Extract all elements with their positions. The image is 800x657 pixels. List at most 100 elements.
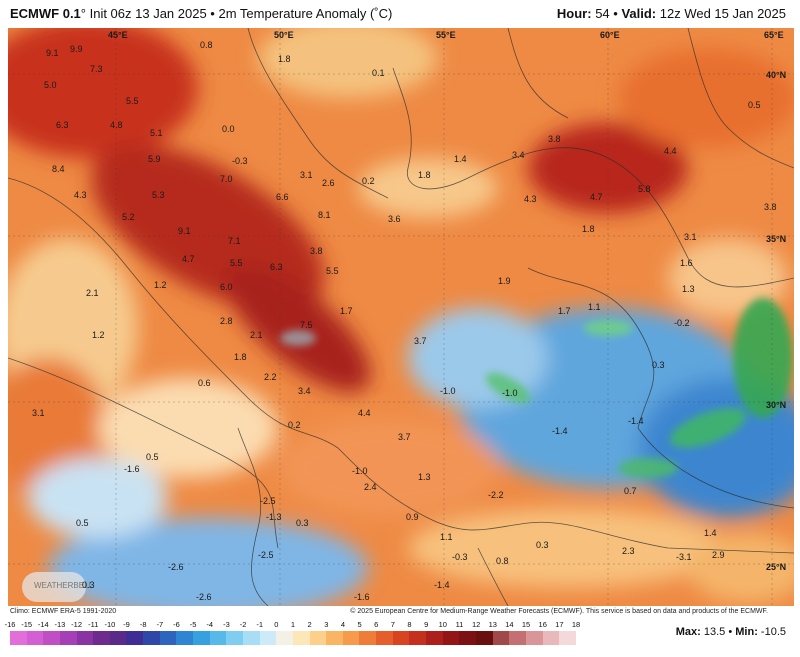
anomaly-value-label: -1.6 (354, 592, 370, 602)
colorbar-bin (109, 631, 127, 645)
colorbar-tick: 12 (471, 620, 481, 629)
colorbar-tick: -4 (206, 620, 214, 629)
colorbar-bin (509, 631, 526, 645)
colorbar-bin (559, 631, 576, 645)
colorbar-tick: -13 (54, 620, 66, 629)
max-min-readout: Max: 13.5 • Min: -10.5 (675, 626, 786, 638)
anomaly-value-label: -1.0 (440, 386, 456, 396)
anomaly-value-label: 5.5 (126, 96, 139, 106)
graticule-label: 60°E (600, 30, 620, 40)
colorbar-tick: -9 (123, 620, 130, 629)
anomaly-field (8, 28, 794, 606)
anomaly-value-label: 0.8 (200, 40, 213, 50)
colorbar-tick: -1 (256, 620, 264, 629)
anomaly-value-label: -1.3 (266, 512, 282, 522)
colorbar-bin (209, 631, 227, 645)
header-valid: Hour: 54 • Valid: 12z Wed 15 Jan 2025 (556, 6, 786, 21)
colorbar-bin (259, 631, 277, 645)
anomaly-value-label: 2.3 (622, 546, 635, 556)
anomaly-value-label: -0.2 (674, 318, 690, 328)
graticule-label: 50°E (274, 30, 294, 40)
colorbar-tick: -3 (223, 620, 230, 629)
anomaly-value-label: 8.1 (318, 210, 331, 220)
colorbar-tick: -7 (156, 620, 164, 629)
anomaly-value-label: -0.3 (232, 156, 248, 166)
anomaly-value-label: 7.1 (228, 236, 241, 246)
anomaly-value-label: 9.1 (178, 226, 191, 236)
graticule-label: 45°E (108, 30, 128, 40)
anomaly-value-label: 6.3 (56, 120, 69, 130)
anomaly-value-label: 2.6 (322, 178, 335, 188)
colorbar-bin (292, 631, 310, 645)
anomaly-value-label: 0.3 (536, 540, 549, 550)
anomaly-value-label: 6.3 (270, 262, 283, 272)
colorbar-bin (59, 631, 77, 645)
colorbar-bin (159, 631, 177, 645)
anomaly-value-label: 0.1 (372, 68, 385, 78)
anomaly-value-label: 4.3 (74, 190, 87, 200)
anomaly-value-label: 1.8 (234, 352, 247, 362)
anomaly-value-label: 3.6 (388, 214, 401, 224)
colorbar-tick: 11 (455, 620, 464, 629)
anomaly-value-label: 3.1 (684, 232, 697, 242)
anomaly-value-label: 5.0 (44, 80, 57, 90)
anomaly-value-label: 3.1 (300, 170, 313, 180)
anomaly-value-label: -2.5 (260, 496, 276, 506)
colorbar-tick: 9 (424, 620, 429, 629)
colorbar-tick: 7 (390, 620, 395, 629)
anomaly-value-label: 2.2 (264, 372, 277, 382)
anomaly-value-label: 0.5 (76, 518, 89, 528)
anomaly-value-label: 1.9 (498, 276, 511, 286)
colorbar-bin (176, 631, 194, 645)
anomaly-value-label: 1.8 (582, 224, 595, 234)
colorbar-tick: 8 (407, 620, 412, 629)
anomaly-value-label: 5.8 (638, 184, 651, 194)
anomaly-value-label: 0.3 (652, 360, 665, 370)
colorbar-tick: 17 (555, 620, 564, 629)
anomaly-value-label: -0.3 (452, 552, 468, 562)
colorbar-bin (326, 631, 343, 645)
anomaly-value-label: 5.1 (150, 128, 163, 138)
anomaly-value-label: 2.1 (86, 288, 99, 298)
anomaly-value-label: -1.4 (434, 580, 450, 590)
anomaly-value-label: 0.5 (146, 452, 159, 462)
anomaly-value-label: -1.4 (628, 416, 644, 426)
credits: Climo: ECMWF ERA-5 1991-2020 © 2025 Euro… (0, 606, 800, 618)
anomaly-value-label: 3.8 (548, 134, 561, 144)
colorbar-tick: -6 (173, 620, 180, 629)
colorbar-bin (492, 631, 510, 645)
anomaly-value-label: 1.7 (340, 306, 353, 316)
colorbar-tick: -16 (4, 620, 16, 629)
colorbar-bin (426, 631, 443, 645)
colorbar-tick: 14 (505, 620, 514, 629)
anomaly-value-label: 1.1 (440, 532, 453, 542)
colorbar-bin (276, 631, 293, 645)
colorbar-bin (542, 631, 560, 645)
colorbar-bin (342, 631, 360, 645)
anomaly-value-label: 5.9 (148, 154, 161, 164)
anomaly-value-label: 6.6 (276, 192, 289, 202)
colorbar-tick: 15 (521, 620, 531, 629)
anomaly-value-label: 0.3 (296, 518, 309, 528)
anomaly-value-label: 0.0 (222, 124, 235, 134)
anomaly-value-label: 0.6 (198, 378, 211, 388)
anomaly-value-label: 1.1 (588, 302, 601, 312)
anomaly-value-label: 0.5 (748, 100, 761, 110)
ecmwf-copyright: © 2025 European Centre for Medium-Range … (350, 608, 768, 615)
colorbar-strip (10, 631, 576, 645)
anomaly-value-label: 2.9 (712, 550, 725, 560)
graticule-label: 40°N (766, 70, 787, 80)
anomaly-value-label: 5.3 (152, 190, 165, 200)
colorbar-bin (143, 631, 160, 645)
weatherbell-logo: WEATHERBELL (22, 572, 93, 602)
colorbar-bin (242, 631, 260, 645)
anomaly-value-label: -3.1 (676, 552, 692, 562)
min-label: Min: (735, 626, 758, 638)
anomaly-value-label: 1.6 (680, 258, 693, 268)
anomaly-value-label: 7.0 (220, 174, 233, 184)
graticule-label: 65°E (764, 30, 784, 40)
colorbar-bin (226, 631, 243, 645)
colorbar-tick: 1 (290, 620, 296, 629)
colorbar-bin (376, 631, 393, 645)
anomaly-value-label: 3.8 (764, 202, 777, 212)
